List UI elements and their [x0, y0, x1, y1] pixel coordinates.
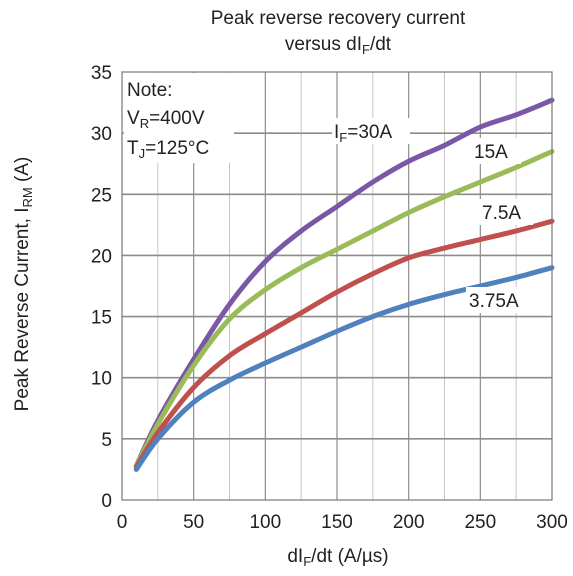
x-tick-label: 0 — [117, 512, 128, 533]
note-tj: TJ=125°C — [127, 138, 209, 161]
series-label-15a: 15A — [471, 138, 521, 164]
note-title: Note: — [127, 80, 172, 101]
y-axis-label: Peak Reverse Current, IRM (A) — [12, 157, 35, 412]
y-ticks: 0 5 10 15 20 25 30 35 — [91, 63, 112, 512]
x-tick-label: 200 — [393, 512, 425, 533]
y-tick-label: 0 — [101, 491, 112, 512]
series-line-1 — [133, 148, 555, 469]
series-line-3 — [133, 265, 555, 472]
note-box — [124, 73, 234, 163]
chart-subtitle: versus dIF/dt — [285, 34, 392, 57]
series-label-3-75a: 3.75A — [466, 287, 536, 313]
x-tick-label: 100 — [249, 512, 281, 533]
y-tick-label: 20 — [91, 246, 112, 267]
x-tick-label: 150 — [321, 512, 353, 533]
svg-text:3.75A: 3.75A — [469, 291, 519, 312]
series-layer — [133, 97, 555, 472]
y-tick-label: 30 — [91, 124, 112, 145]
svg-text:7.5A: 7.5A — [482, 203, 521, 224]
x-tick-label: 250 — [464, 512, 496, 533]
y-tick-label: 35 — [91, 63, 112, 84]
svg-text:15A: 15A — [474, 142, 508, 163]
x-axis-label: dIF/dt (A/µs) — [287, 546, 388, 569]
svg-text:IF=30A: IF=30A — [334, 122, 392, 145]
y-tick-label: 15 — [91, 308, 112, 329]
chart-title: Peak reverse recovery current — [211, 8, 466, 29]
y-tick-label: 10 — [91, 369, 112, 390]
plot-frame — [121, 71, 553, 501]
x-ticks: 0 50 100 150 200 250 300 — [117, 512, 568, 533]
y-tick-label: 5 — [101, 430, 112, 451]
note-vr: VR=400V — [127, 108, 205, 131]
y-tick-label: 25 — [91, 185, 112, 206]
series-line-0 — [133, 97, 555, 469]
series-label-30a: IF=30A — [332, 118, 410, 145]
series-line-2 — [133, 218, 555, 470]
x-tick-label: 300 — [536, 512, 568, 533]
x-tick-label: 50 — [183, 512, 204, 533]
series-label-7-5a: 7.5A — [479, 199, 533, 225]
